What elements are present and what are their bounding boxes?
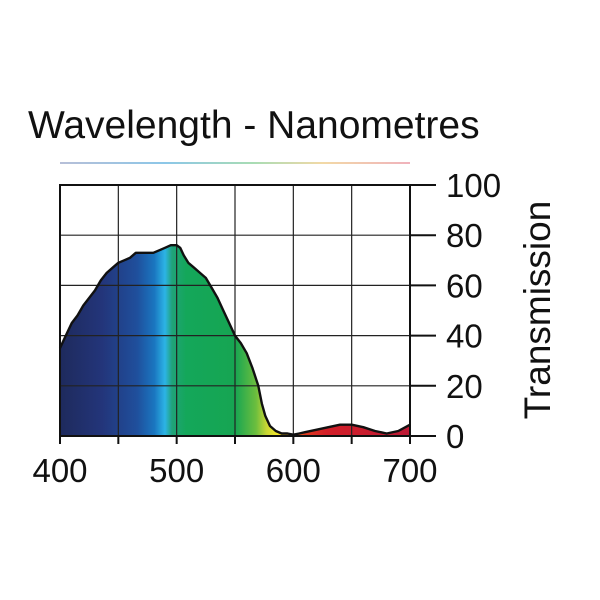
- x-tick-label: 400: [32, 452, 87, 489]
- x-tick-label: 600: [266, 452, 321, 489]
- x-tick-label: 700: [382, 452, 437, 489]
- y-tick-label: 40: [446, 318, 483, 355]
- y-axis-label: Transmission: [517, 200, 558, 420]
- chart-title: Wavelength - Nanometres: [28, 104, 480, 147]
- y-tick-label: 20: [446, 368, 483, 405]
- y-tick-label: 100: [446, 167, 501, 204]
- y-tick-label: 60: [446, 267, 483, 304]
- y-tick-label: 0: [446, 418, 464, 455]
- transmission-curve: [58, 244, 411, 436]
- x-tick-label: 500: [149, 452, 204, 489]
- y-tick-label: 80: [446, 217, 483, 254]
